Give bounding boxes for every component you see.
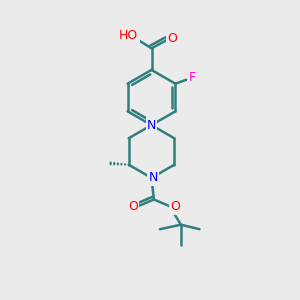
Text: O: O <box>168 32 177 45</box>
Text: N: N <box>147 118 156 132</box>
Text: O: O <box>170 200 180 214</box>
Text: HO: HO <box>119 29 138 42</box>
Text: O: O <box>128 200 138 214</box>
Text: F: F <box>189 70 197 84</box>
Text: N: N <box>148 171 158 184</box>
